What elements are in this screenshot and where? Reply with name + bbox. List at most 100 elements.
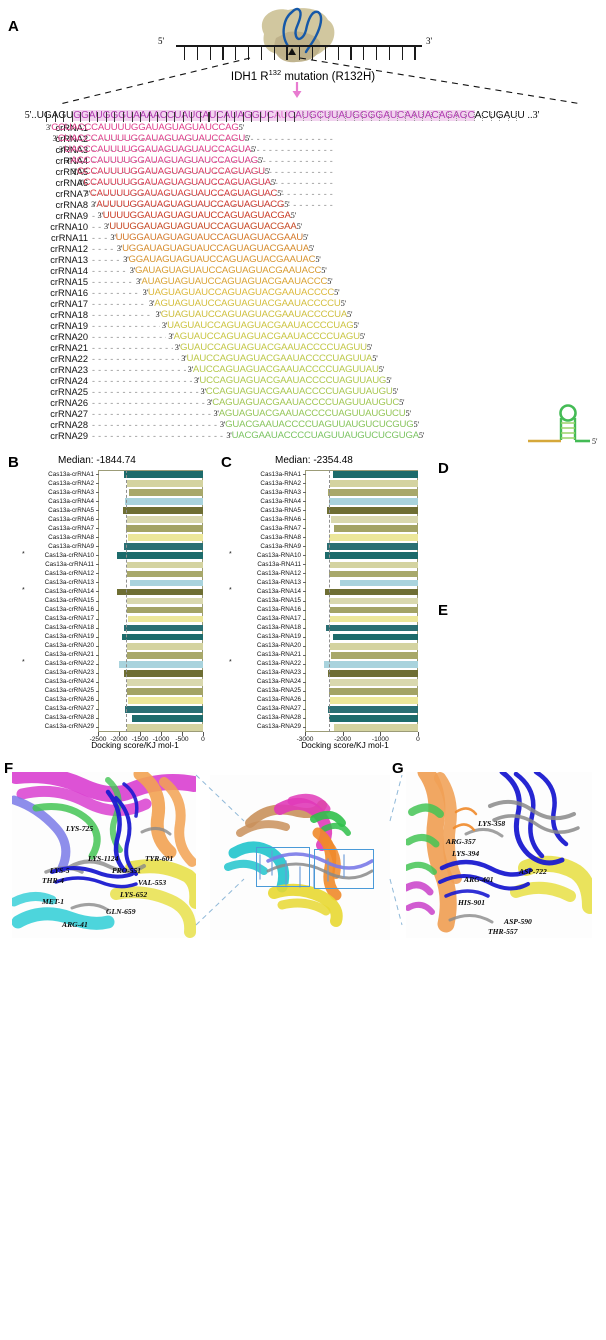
category-tick [95, 519, 99, 521]
category-tick [95, 564, 99, 566]
category-tick [95, 708, 99, 710]
residue-label: LYS-1124 [88, 854, 119, 863]
category-tick [95, 645, 99, 647]
category-tick [302, 546, 306, 548]
target-tick [401, 46, 403, 60]
category-tick [95, 528, 99, 530]
category-label: Cas13a-RNA17 [256, 615, 301, 623]
x-axis-tick [203, 732, 204, 736]
panel-b-letter: B [8, 454, 19, 471]
category-tick [302, 681, 306, 683]
category-tick [95, 663, 99, 665]
bar [129, 489, 203, 496]
bar [329, 642, 418, 650]
category-label: Cas13a-RNA6 [260, 515, 301, 523]
category-tick [95, 582, 99, 584]
panel-c-axis-title: Docking score/KJ mol-1 [301, 740, 389, 750]
base-pair-bar [242, 112, 244, 122]
x-axis-tick [342, 732, 344, 736]
x-axis-tick-label: -2000 [110, 736, 128, 743]
base-pair-bar [80, 112, 82, 122]
category-tick [302, 654, 306, 656]
crrna-sequence: 3'UACGAAUACCCCUAGUUAUGUCUCGUGA5' [226, 430, 425, 441]
zoom-selection-box [256, 847, 310, 887]
panel-c-letter: C [221, 454, 232, 471]
bar [333, 724, 418, 731]
category-tick [95, 573, 99, 575]
crrna-sequence: 3'CCCAUUUUGGAUAGUAGUAUCCAGUAGU5' [71, 166, 271, 177]
crrna-leader-dashes: - - - - - - - - - - - - - - - - - - - - … [92, 353, 179, 364]
crrna-row-label: crRNA28 [50, 419, 88, 430]
category-label: Cas13a-RNA12 [256, 569, 301, 577]
category-label: Cas13a-crRNA2 [48, 479, 94, 487]
panel-g: LYS-358 ARG-357 LYS-394 ASP-722 ARG-401 HIS-9… [406, 772, 592, 938]
crrna-sequence: 3'UACCCAUUUUGGAUAGUAGUAUCCAGUA5' [58, 144, 257, 155]
complex-overview-structure [210, 775, 390, 940]
bar [330, 561, 418, 569]
base-pair-bar [319, 112, 322, 121]
crrna-leader-dashes: - - - - - - - - - - - - - - - - - - - - … [92, 210, 96, 221]
crrna-row-label: crRNA15 [50, 276, 88, 287]
crrna-row-label: crRNA17 [50, 298, 88, 309]
bar [331, 516, 418, 524]
category-label: Cas13a-crRNA14 [44, 587, 94, 595]
bar [328, 570, 418, 578]
idh1-title-sup: 132 [268, 68, 282, 77]
category-label: Cas13a-crRNA25 [44, 687, 94, 695]
residue-label: MET-1 [42, 897, 65, 906]
category-label: Cas13a-RNA1 [260, 470, 301, 478]
median-line [125, 470, 127, 732]
base-pair-bar [157, 112, 159, 122]
residue-label: ASP-722 [519, 867, 547, 876]
category-tick [302, 690, 306, 692]
category-label: Cas13a-crRNA22 [44, 660, 94, 668]
panel-a-letter: A [8, 18, 19, 35]
crrna-leader-dashes: - - - - - - - - - - - - - - - - - - - - … [92, 397, 205, 408]
x-axis-tick [182, 732, 183, 736]
category-tick [302, 474, 306, 476]
idh1-mutation-title: IDH1 R132 mutation (R132H) [0, 68, 606, 83]
residue-label: LYS-394 [452, 849, 480, 858]
base-pair-bar [225, 112, 227, 122]
base-pair-bar [422, 112, 424, 121]
crrna-sequence: 3'GGAUAGUAGUAUCCAGUAGUACGAAUAC5' [123, 254, 321, 265]
x-axis-tick [161, 732, 162, 736]
panel-a: A 5' 3' IDH1 R132 mutation (R132H) 5'..U… [0, 0, 606, 452]
target-tick [222, 46, 224, 60]
category-tick [95, 510, 99, 512]
crrna-leader-dashes: - - - - - - - - - - - - - - - - - - - - … [92, 133, 334, 144]
bar [127, 615, 203, 623]
bar [119, 660, 203, 668]
bar [330, 480, 418, 487]
crrna-sequence: 3'AGUAGUAUCCAGUAGUACGAAUACCCCU5' [149, 298, 346, 309]
category-label: Cas13a-crRNA26 [44, 696, 94, 704]
crrna-row-label: crRNA27 [50, 408, 88, 419]
category-label: Cas13a-crRNA29 [44, 723, 94, 731]
panel-b-axis-title: Docking score/KJ mol-1 [91, 740, 179, 750]
category-label: Cas13a-RNA15 [256, 597, 301, 604]
base-pair-bar [464, 112, 467, 121]
category-label: Cas13a-RNA23 [256, 669, 301, 677]
bar [326, 624, 418, 632]
bar [331, 651, 418, 659]
crrna-row-label: crRNA19 [50, 320, 88, 331]
bar [327, 669, 418, 677]
crrna-leader-dashes: - - - - - - - - - - - - - - - - - - - - … [92, 364, 186, 375]
residue-label: ARG-41 [62, 920, 88, 929]
bar [127, 724, 203, 731]
crrna-leader-dashes: - - - - - - - - - - - - - - - - - - - - … [92, 232, 108, 243]
category-tick [302, 645, 306, 647]
base-pair-bar [473, 112, 476, 121]
crrna-row-label: crRNA1 [55, 122, 88, 133]
crrna-leader-dashes: - - - - - - - - - - - - - - - - - - - - … [92, 298, 147, 309]
x-axis-tick-label: -1000 [152, 736, 170, 743]
bar [121, 633, 203, 641]
base-pair-bar [405, 112, 407, 121]
x-axis-tick [98, 732, 99, 736]
crrna-leader-dashes: - - - - - - - - - - - - - - - - - - - - … [92, 188, 334, 199]
bar [330, 697, 418, 704]
base-pair-bar [328, 112, 330, 121]
category-label: Cas13a-RNA11 [257, 560, 301, 568]
residue-label: THR-557 [488, 927, 518, 936]
base-pair-bar [165, 112, 167, 122]
